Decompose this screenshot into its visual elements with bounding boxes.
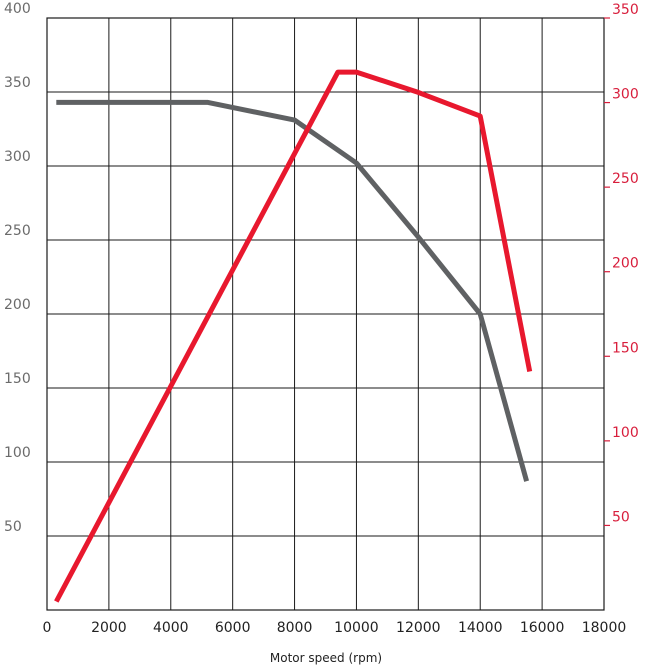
y-right-tick-label: 250 — [612, 171, 639, 187]
x-tick-label: 8000 — [277, 620, 313, 636]
x-tick-label: 0 — [43, 620, 52, 636]
x-tick-label: 16000 — [520, 620, 565, 636]
y-right-tick-label: 150 — [612, 340, 639, 356]
y-left-tick-label: 150 — [4, 371, 31, 387]
y-left-tick-label: 200 — [4, 297, 31, 313]
y-right-tick-label: 300 — [612, 87, 639, 103]
y-right-tick-label: 100 — [612, 425, 639, 441]
x-axis-label: Motor speed (rpm) — [270, 651, 382, 665]
series-line-right — [54, 69, 533, 603]
x-tick-label: 6000 — [215, 620, 251, 636]
y-left-tick-label: 50 — [4, 519, 22, 535]
y-left-tick-label: 300 — [4, 149, 31, 165]
y-left-tick-label: 250 — [4, 223, 31, 239]
y-left-tick-label: 400 — [4, 1, 31, 17]
x-tick-label: 2000 — [91, 620, 127, 636]
y-right-tick-label: 350 — [612, 2, 639, 18]
series-layer — [54, 69, 533, 603]
y-right-tick-label: 50 — [612, 509, 630, 525]
y-left-tick-label: 350 — [4, 75, 31, 91]
y-left-tick-label: 100 — [4, 445, 31, 461]
x-tick-label: 12000 — [396, 620, 441, 636]
grid — [46, 17, 610, 611]
x-tick-label: 4000 — [153, 620, 189, 636]
tick-labels: 0 2000 4000 6000 8000 10000 12000 14000 16000 180… — [4, 1, 639, 636]
x-tick-label: 14000 — [458, 620, 503, 636]
x-tick-label: 10000 — [334, 620, 379, 636]
y-right-tick-label: 200 — [612, 256, 639, 272]
x-tick-label: 18000 — [582, 620, 627, 636]
series-line-left — [56, 99, 530, 482]
